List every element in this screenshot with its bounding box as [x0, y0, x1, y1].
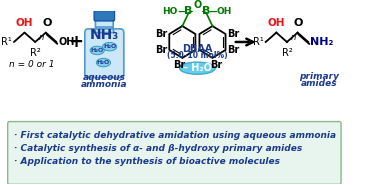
- Text: NH₃: NH₃: [90, 28, 119, 42]
- Text: OH: OH: [58, 37, 74, 47]
- Text: R¹: R¹: [2, 37, 12, 47]
- Text: n = 0 or 1: n = 0 or 1: [9, 60, 54, 69]
- Text: Br: Br: [155, 45, 167, 55]
- FancyBboxPatch shape: [85, 29, 124, 78]
- Ellipse shape: [180, 62, 215, 74]
- Text: OH: OH: [16, 18, 33, 28]
- FancyBboxPatch shape: [96, 18, 113, 29]
- Text: B: B: [184, 6, 193, 16]
- Ellipse shape: [102, 42, 117, 51]
- Text: · Application to the synthesis of bioactive molecules: · Application to the synthesis of bioact…: [14, 157, 280, 166]
- Ellipse shape: [96, 58, 110, 67]
- Text: O: O: [43, 18, 52, 28]
- Text: · First catalytic dehydrative amidation using aqueous ammonia: · First catalytic dehydrative amidation …: [14, 131, 336, 140]
- Text: H₂O: H₂O: [97, 60, 110, 65]
- Text: NH₂: NH₂: [310, 37, 333, 47]
- Text: · Catalytic synthesis of α- and β-hydroxy primary amides: · Catalytic synthesis of α- and β-hydrox…: [14, 144, 302, 153]
- Text: Br: Br: [227, 45, 240, 55]
- Text: OH: OH: [217, 7, 232, 16]
- Text: R¹: R¹: [253, 37, 264, 47]
- Text: H₂O: H₂O: [103, 44, 116, 49]
- Text: R²: R²: [282, 48, 292, 58]
- FancyBboxPatch shape: [8, 122, 341, 184]
- Text: – H₂O: – H₂O: [183, 63, 212, 73]
- Ellipse shape: [90, 46, 104, 55]
- Text: Br: Br: [155, 29, 167, 39]
- Text: O: O: [294, 18, 303, 28]
- Text: HO: HO: [163, 7, 178, 16]
- FancyBboxPatch shape: [94, 11, 115, 21]
- Polygon shape: [94, 27, 114, 33]
- Text: amides: amides: [301, 79, 337, 88]
- Text: +: +: [68, 33, 84, 51]
- Text: OH: OH: [268, 18, 285, 28]
- Text: ammonia: ammonia: [81, 80, 128, 89]
- Text: DBAA: DBAA: [182, 43, 212, 53]
- Text: n: n: [39, 33, 44, 42]
- Text: Br: Br: [210, 60, 222, 70]
- Text: (5.0–10 mol%): (5.0–10 mol%): [167, 51, 228, 60]
- Text: n: n: [291, 33, 296, 42]
- Text: primary: primary: [299, 72, 339, 81]
- Text: Br: Br: [227, 29, 240, 39]
- Text: R²: R²: [30, 48, 40, 58]
- Text: B: B: [202, 6, 211, 16]
- Text: Br: Br: [173, 60, 185, 70]
- Text: aqueous: aqueous: [83, 73, 126, 82]
- Text: O: O: [193, 0, 201, 10]
- Text: H₂O: H₂O: [91, 48, 104, 53]
